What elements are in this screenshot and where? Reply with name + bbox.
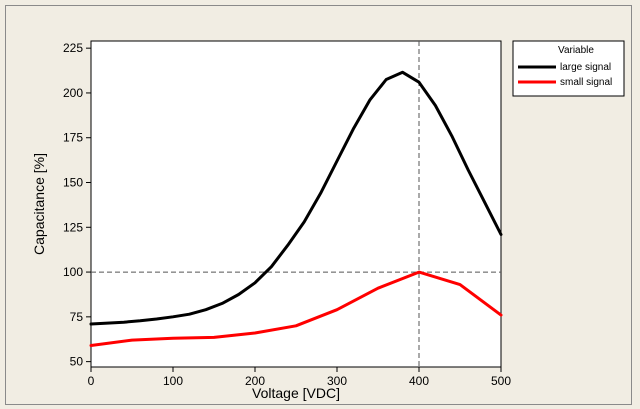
x-tick-label: 400 bbox=[409, 374, 429, 388]
legend: Variable large signal small signal bbox=[512, 40, 625, 97]
plot-area bbox=[90, 40, 502, 368]
x-tick-label: 300 bbox=[327, 374, 347, 388]
y-tick-label: 150 bbox=[63, 176, 83, 190]
series-line-large-signal bbox=[89, 70, 503, 326]
y-tick-label: 200 bbox=[63, 86, 83, 100]
x-tick-label: 500 bbox=[491, 374, 511, 388]
series-line-small-signal bbox=[89, 270, 503, 347]
y-tick-label: 175 bbox=[63, 131, 83, 145]
legend-label-small-signal: small signal bbox=[560, 77, 612, 88]
y-tick-label: 225 bbox=[63, 41, 83, 55]
y-tick-label: 100 bbox=[63, 265, 83, 279]
legend-label-large-signal: large signal bbox=[560, 62, 611, 73]
legend-title: Variable bbox=[558, 45, 594, 56]
y-tick-label: 125 bbox=[63, 220, 83, 234]
x-tick-label: 200 bbox=[245, 374, 265, 388]
x-tick-label: 0 bbox=[88, 374, 95, 388]
y-tick-label: 50 bbox=[70, 355, 84, 369]
y-tick-label: 75 bbox=[70, 310, 84, 324]
x-axis-label: Voltage [VDC] bbox=[252, 385, 340, 401]
y-axis-label: Capacitance [%] bbox=[31, 153, 47, 255]
chart-svg: 0 100 200 300 400 500 5075100125150175200225 … bbox=[31, 40, 625, 401]
chart-frame: 0 100 200 300 400 500 50 75 100 125 150 175 200 225 … bbox=[5, 5, 632, 405]
x-tick-label: 100 bbox=[163, 374, 183, 388]
